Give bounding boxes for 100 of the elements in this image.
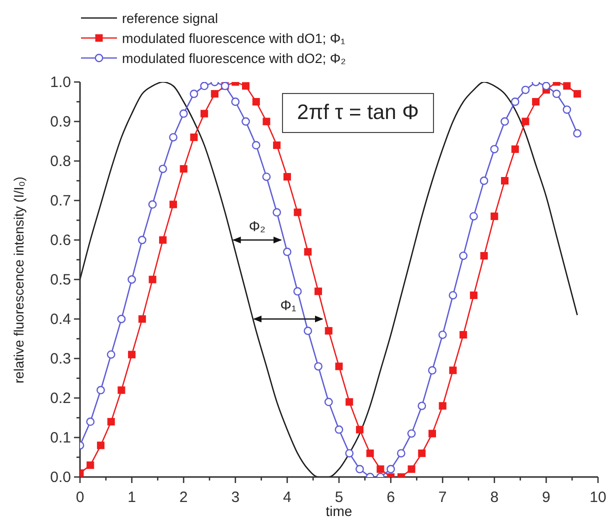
y-tick-label: 0.8	[50, 153, 71, 170]
y-tick-label: 0.2	[50, 390, 71, 407]
point	[500, 117, 509, 126]
point	[200, 110, 208, 118]
y-tick-label: 0.4	[50, 311, 71, 328]
x-tick-label: 8	[490, 489, 499, 506]
point	[293, 287, 302, 296]
x-tick-label: 10	[590, 489, 606, 506]
point	[356, 464, 364, 474]
legend-label: modulated fluorescence with dO1; Φ₁	[122, 30, 346, 46]
point	[396, 449, 406, 458]
point	[438, 330, 447, 339]
annotation: Φ₂	[248, 218, 266, 234]
point	[356, 426, 364, 434]
y-tick-label: 0.7	[50, 192, 71, 210]
point	[242, 82, 250, 90]
point	[562, 105, 572, 114]
point	[408, 465, 416, 473]
x-tick-label: 5	[334, 489, 344, 506]
point	[418, 402, 426, 410]
point	[180, 165, 188, 173]
point	[262, 172, 271, 181]
x-axis-title: time	[326, 503, 352, 519]
point	[314, 362, 322, 371]
y-tick-label: 0.1	[50, 430, 71, 446]
x-tick-label: 2	[179, 489, 188, 506]
x-tick-label: 1	[128, 489, 136, 506]
point	[480, 252, 488, 260]
x-tick-label: 0	[76, 489, 84, 506]
point	[252, 98, 260, 106]
point	[179, 109, 188, 118]
point	[158, 164, 168, 174]
point	[460, 331, 468, 339]
point	[470, 292, 478, 300]
point	[418, 450, 426, 458]
point	[190, 90, 198, 98]
point	[552, 90, 561, 98]
point	[304, 248, 312, 256]
point	[563, 82, 571, 90]
y-tick-label: 0.0	[50, 469, 71, 486]
point	[118, 386, 126, 394]
point	[169, 133, 178, 142]
point	[522, 118, 530, 126]
point	[573, 129, 582, 138]
x-tick-label: 6	[386, 489, 395, 506]
point	[294, 208, 302, 216]
point	[242, 117, 250, 126]
y-axis-title: relative fluorescence intensity (I/I₀)	[12, 176, 26, 383]
point	[231, 98, 240, 106]
point	[86, 461, 94, 469]
point	[96, 442, 104, 450]
point	[346, 398, 354, 406]
point	[252, 141, 260, 150]
point	[138, 236, 146, 244]
y-tick-label: 0.6	[50, 232, 71, 249]
point	[521, 86, 530, 94]
point	[532, 98, 540, 106]
x-tick-label: 9	[542, 489, 550, 506]
x-tick-label: 3	[231, 489, 240, 506]
y-tick-label: 1.0	[50, 74, 71, 91]
point	[283, 173, 291, 181]
point	[314, 288, 322, 296]
point	[148, 200, 157, 209]
point	[200, 82, 209, 90]
x-tick-label: 7	[438, 489, 447, 506]
point	[283, 248, 292, 256]
point	[210, 90, 218, 98]
point	[262, 118, 270, 126]
point	[501, 177, 509, 184]
point	[407, 429, 416, 438]
point	[574, 90, 582, 98]
point	[190, 134, 198, 142]
point	[335, 362, 343, 370]
point	[128, 350, 136, 358]
point	[159, 236, 167, 244]
point	[490, 144, 499, 154]
point	[304, 326, 312, 336]
point	[448, 291, 458, 300]
point	[469, 212, 478, 220]
point	[510, 98, 520, 106]
y-tick-label: 0.3	[50, 350, 71, 368]
point	[490, 212, 498, 220]
point	[428, 430, 436, 438]
point	[376, 465, 384, 473]
point	[345, 449, 354, 458]
point	[511, 145, 519, 153]
legend-label: modulated fluorescence with dO2; Φ₂	[122, 50, 346, 66]
point	[480, 176, 488, 185]
y-tick-label: 0.5	[50, 272, 71, 288]
point	[272, 208, 282, 217]
point	[438, 402, 446, 410]
point	[386, 464, 395, 474]
point	[106, 350, 116, 359]
annotation: Φ₁	[280, 297, 296, 313]
point	[334, 425, 344, 434]
point	[96, 386, 105, 394]
point	[148, 276, 156, 284]
point	[428, 366, 436, 375]
point	[542, 82, 550, 90]
point	[324, 398, 333, 406]
